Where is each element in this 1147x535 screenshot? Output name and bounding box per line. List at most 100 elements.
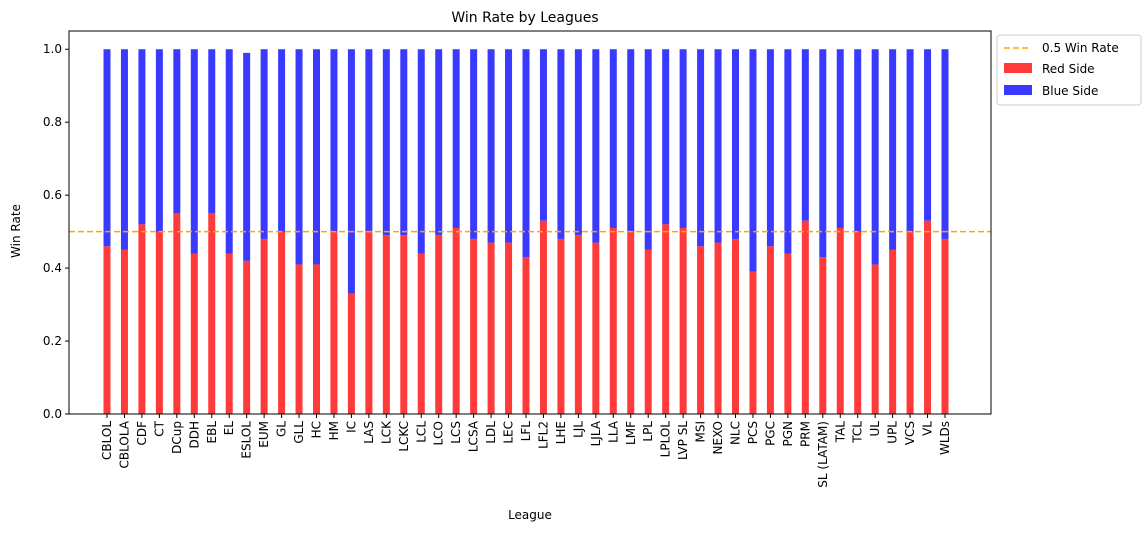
bar-blue-side	[592, 49, 600, 243]
bar-red-side	[854, 231, 862, 414]
bar-red-side	[505, 242, 513, 414]
bar-red-side	[225, 253, 233, 414]
x-tick-label: LMF	[624, 421, 638, 445]
bar-blue-side	[836, 49, 844, 228]
bar-blue-side	[330, 49, 338, 232]
bar-blue-side	[278, 49, 286, 232]
bar-red-side	[435, 235, 443, 414]
bar-red-side	[784, 253, 792, 414]
x-tick-label: PGC	[763, 421, 777, 446]
bar-red-side	[801, 220, 809, 414]
bar-blue-side	[714, 49, 722, 243]
bar-blue-side	[400, 49, 408, 236]
x-tick-label: LCL	[414, 421, 428, 443]
legend-red-side-label: Red Side	[1042, 62, 1095, 76]
bar-red-side	[697, 246, 705, 414]
bar-blue-side	[941, 49, 949, 239]
bar-red-side	[313, 264, 320, 414]
bar-red-side	[417, 253, 425, 414]
x-tick-label: LCS	[449, 421, 463, 444]
y-tick-label: 0.2	[43, 334, 62, 348]
x-tick-label: LPLOL	[659, 421, 673, 458]
bar-red-side	[522, 257, 530, 414]
bar-red-side	[243, 260, 251, 414]
legend: 0.5 Win Rate Red Side Blue Side	[996, 34, 1142, 106]
bar-blue-side	[871, 49, 879, 265]
bar-blue-side	[243, 52, 251, 261]
bar-blue-side	[138, 49, 146, 225]
bar-red-side	[400, 235, 408, 414]
x-tick-label: EUM	[257, 421, 271, 448]
axes-layer	[68, 30, 992, 415]
bar-blue-side	[295, 49, 303, 265]
bar-blue-side	[662, 49, 670, 225]
bar-red-side	[347, 293, 355, 414]
x-tick-label: LDL	[484, 421, 498, 444]
bar-red-side	[766, 246, 774, 414]
bar-blue-side	[505, 49, 513, 243]
bar-blue-side	[365, 49, 373, 232]
bar-blue-side	[313, 49, 320, 265]
x-tick-label: VCS	[903, 421, 917, 445]
x-tick-label: ESLOL	[240, 421, 254, 459]
chart-title: Win Rate by Leagues	[451, 10, 598, 26]
x-tick-label: LLA	[606, 420, 620, 443]
bar-red-side	[644, 249, 652, 414]
bar-red-side	[627, 231, 635, 414]
bar-blue-side	[819, 49, 827, 258]
bar-blue-side	[854, 49, 862, 232]
bar-red-side	[278, 231, 286, 414]
x-tick-label: LJL	[571, 421, 585, 438]
x-tick-label: LHE	[554, 421, 568, 444]
x-tick-label: MSI	[694, 421, 708, 443]
y-ticks: 0.0 0.2 0.4 0.6 0.8 1.0	[43, 42, 69, 421]
x-tick-label: EBL	[205, 421, 219, 444]
bar-blue-side	[557, 49, 565, 239]
bar-red-side	[592, 242, 600, 414]
bar-red-side	[539, 220, 547, 414]
x-tick-label: SL (LATAM)	[816, 421, 830, 488]
legend-blue-side-label: Blue Side	[1042, 84, 1098, 98]
x-tick-label: DCup	[170, 421, 184, 454]
x-tick-label: LCSA	[467, 420, 481, 452]
y-tick-label: 0.0	[43, 407, 62, 421]
x-tick-label: TAL	[833, 421, 847, 444]
bar-blue-side	[382, 49, 390, 236]
bar-blue-side	[173, 49, 181, 214]
bar-blue-side	[924, 49, 932, 221]
bar-red-side	[941, 238, 949, 414]
x-tick-label: PRM	[798, 421, 812, 447]
bar-blue-side	[120, 49, 128, 250]
bar-red-side	[452, 227, 460, 414]
y-tick-label: 0.8	[43, 115, 62, 129]
bar-blue-side	[417, 49, 425, 254]
bar-red-side	[871, 264, 879, 414]
bar-blue-side	[435, 49, 443, 236]
x-tick-label: WLDs	[938, 421, 952, 455]
x-tick-label: LFL	[519, 421, 533, 442]
bar-red-side	[260, 238, 268, 414]
bar-blue-side	[679, 49, 687, 228]
x-tick-label: LVP SL	[676, 421, 690, 460]
bar-blue-side	[347, 49, 355, 294]
bar-red-side	[889, 249, 897, 414]
bar-blue-side	[452, 49, 460, 228]
x-tick-label: CBLOLA	[117, 420, 131, 468]
x-tick-label: UPL	[886, 421, 900, 444]
x-tick-label: IC	[344, 421, 358, 433]
bar-red-side	[155, 231, 163, 414]
bar-blue-side	[609, 49, 617, 228]
y-tick-label: 0.4	[43, 261, 62, 275]
bar-red-side	[382, 235, 390, 414]
x-tick-label: LPL	[641, 421, 655, 442]
bar-red-side	[487, 242, 495, 414]
x-tick-label: LEC	[502, 421, 516, 444]
bar-red-side	[173, 213, 181, 414]
bar-red-side	[836, 227, 844, 414]
x-tick-label: LAS	[362, 421, 376, 444]
bar-blue-side	[784, 49, 792, 254]
bar-blue-side	[889, 49, 897, 250]
x-tick-label: UL	[868, 421, 882, 437]
bar-blue-side	[103, 49, 111, 247]
